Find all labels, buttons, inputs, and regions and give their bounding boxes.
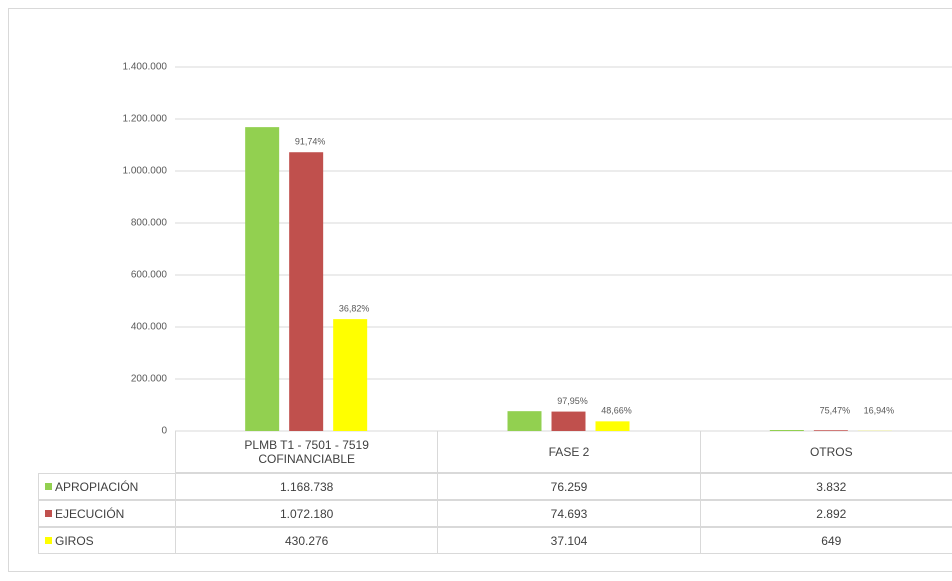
- bar: [245, 127, 280, 432]
- table-value: 1.168.738: [175, 473, 439, 500]
- legend-label: GIROS: [55, 533, 94, 548]
- chart-border: [8, 8, 952, 572]
- y-tick-label: 0: [161, 426, 167, 437]
- table-value: 74.693: [437, 500, 701, 527]
- y-tick-label: 1.200.000: [123, 114, 168, 125]
- bar: [551, 411, 586, 431]
- data-label: 16,94%: [864, 405, 895, 415]
- table-value: 430.276: [175, 527, 439, 554]
- data-label: 36,82%: [339, 304, 370, 314]
- legend-key: [45, 483, 52, 490]
- bar: [595, 421, 630, 431]
- legend-cell: EJECUCIÓN: [38, 500, 176, 527]
- table-value: 3.832: [699, 473, 952, 500]
- bar: [769, 430, 804, 431]
- legend-label: APROPIACIÓN: [55, 479, 139, 494]
- y-tick-label: 800.000: [131, 218, 168, 229]
- legend-key: [45, 537, 52, 544]
- table-value: 649: [699, 527, 952, 554]
- y-tick-label: 200.000: [131, 374, 168, 385]
- table-header-cell: FASE 2: [437, 431, 701, 473]
- category-label: OTROS: [809, 444, 853, 459]
- data-label: 48,66%: [601, 405, 632, 415]
- bar: [813, 430, 848, 431]
- bar: [507, 411, 542, 431]
- table-value: 76.259: [437, 473, 701, 500]
- legend-label: EJECUCIÓN: [55, 506, 125, 521]
- data-label: 91,74%: [295, 137, 326, 147]
- y-tick-label: 1.000.000: [123, 166, 168, 177]
- table-header-cell: PLMB T1 - 7501 - 7519 COFINANCIABLE: [175, 431, 439, 473]
- table-value: 1.072.180: [175, 500, 439, 527]
- legend-cell: GIROS: [38, 527, 176, 554]
- y-tick-label: 400.000: [131, 322, 168, 333]
- legend-cell: APROPIACIÓN: [38, 473, 176, 500]
- category-label: FASE 2: [548, 444, 590, 459]
- table-value: 37.104: [437, 527, 701, 554]
- bar: [333, 319, 368, 431]
- data-label: 75,47%: [820, 405, 851, 415]
- table-value: 2.892: [699, 500, 952, 527]
- data-label: 97,95%: [557, 396, 588, 406]
- y-tick-label: 600.000: [131, 270, 168, 281]
- y-tick-label: 1.400.000: [123, 62, 168, 73]
- table-header-cell: OTROS: [699, 431, 952, 473]
- bar: [289, 152, 324, 431]
- legend-key: [45, 510, 52, 517]
- category-label: PLMB T1 - 7501 - 7519 COFINANCIABLE: [244, 437, 369, 466]
